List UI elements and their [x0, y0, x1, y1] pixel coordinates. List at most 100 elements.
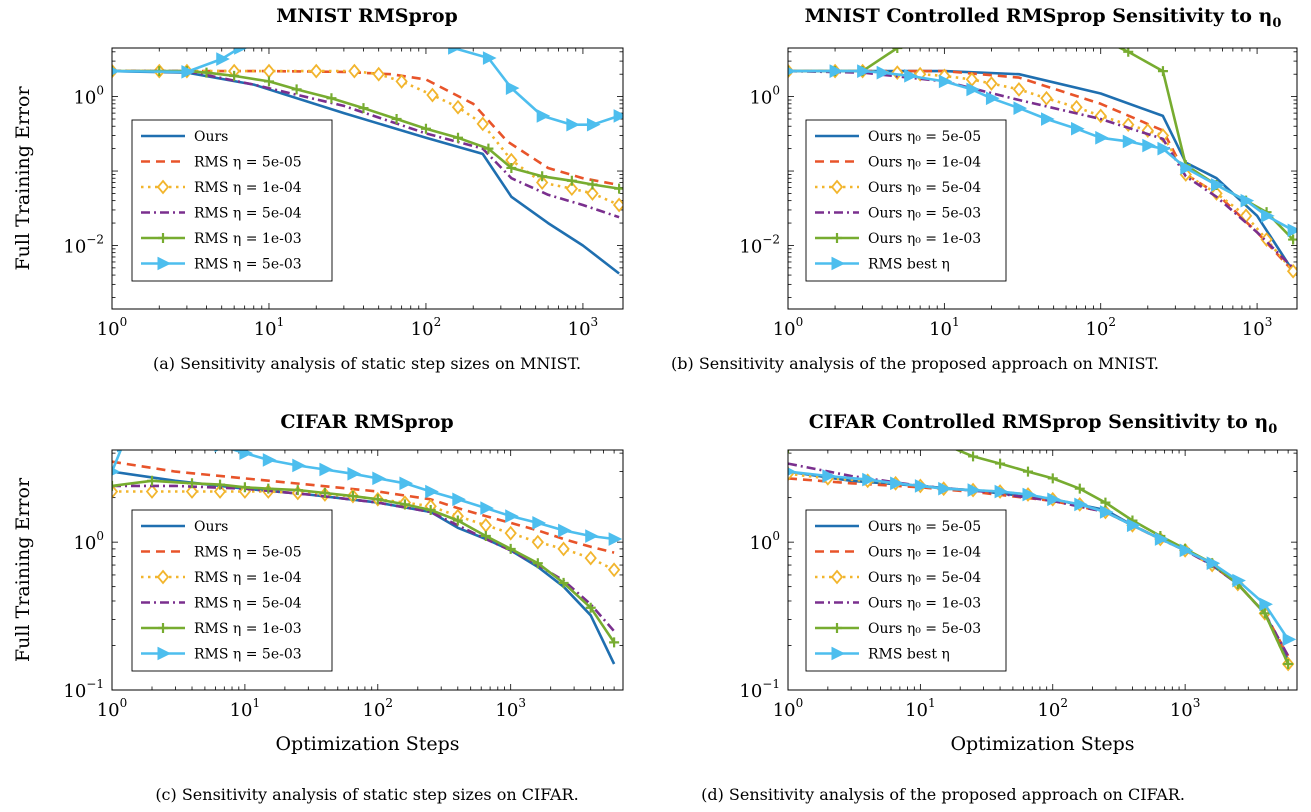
data-point [1157, 141, 1172, 156]
legend-label: RMS η = 1e-03 [194, 621, 302, 637]
data-point [1154, 532, 1169, 546]
y-tick-exponent: 0 [772, 529, 780, 543]
data-point [1095, 130, 1109, 145]
data-point [535, 175, 549, 190]
plot-frame [787, 47, 1298, 310]
legend-marker [157, 646, 172, 661]
y-tick-label: 10−1 [63, 677, 104, 702]
data-point [939, 439, 949, 449]
y-tick-label: 10−1 [739, 677, 780, 702]
data-point [1074, 497, 1088, 512]
data-point [1122, 134, 1137, 149]
data-point [938, 74, 953, 89]
data-point [938, 481, 952, 496]
series-line [112, 69, 620, 207]
data-point [1282, 632, 1297, 647]
legend-marker [832, 233, 842, 243]
x-tick-label: 103 [1242, 315, 1273, 340]
x-tick-exponent: 1 [928, 696, 936, 710]
series-line [788, 69, 1295, 273]
data-point [372, 471, 386, 486]
data-point [1040, 90, 1053, 106]
data-point [612, 197, 623, 213]
x-tick-exponent: 3 [1265, 315, 1273, 329]
data-point [1288, 234, 1297, 245]
series-1 [788, 69, 1295, 273]
data-point [480, 501, 494, 515]
legend-label: Ours η₀ = 5e-05 [868, 519, 981, 535]
x-tick-base: 10 [363, 700, 386, 721]
data-point [1287, 223, 1297, 238]
legend: Ours RMS η = 5e-05 RMS η = 1e-04 RMS η = 5e… [131, 509, 333, 672]
data-point [829, 64, 844, 78]
plot-frame [111, 47, 624, 310]
data-point [147, 475, 158, 486]
x-axis-label: Optimization Steps [950, 733, 1134, 755]
data-point [185, 484, 199, 499]
chart-title: MNIST RMSprop [276, 5, 458, 27]
data-point [607, 562, 621, 578]
data-point [609, 637, 620, 648]
chart-title-text: MNIST RMSprop [276, 5, 458, 27]
data-point [904, 69, 918, 83]
data-point [566, 117, 580, 132]
data-point [187, 433, 199, 445]
data-point [537, 171, 548, 182]
data-point [480, 531, 491, 542]
y-tick-base: 10 [749, 88, 772, 109]
y-axis-label: Full Training Error [12, 86, 34, 271]
series-3 [112, 69, 620, 219]
x-tick-base: 10 [97, 319, 120, 340]
data-point [234, 48, 248, 55]
data-point [262, 63, 276, 79]
data-point [557, 541, 570, 557]
x-tick-exponent: 3 [1193, 696, 1201, 710]
data-point [348, 63, 361, 79]
plot-area [112, 48, 623, 275]
data-point [614, 183, 623, 194]
data-point [1074, 483, 1085, 494]
data-point [347, 491, 358, 502]
figure-caption: (b) Sensitivity analysis of the proposed… [671, 354, 1159, 373]
data-point [505, 81, 520, 95]
legend-marker [157, 256, 172, 271]
x-tick-base: 10 [773, 319, 796, 340]
y-tick-base: 10 [73, 88, 96, 109]
data-point [504, 525, 517, 541]
x-tick-label: 100 [773, 315, 804, 340]
data-point [505, 543, 516, 554]
data-point [876, 65, 891, 80]
data-point [262, 453, 277, 467]
panel-b: MNIST Controlled RMSprop Sensitivity to … [671, 5, 1298, 373]
data-point [1157, 66, 1168, 77]
x-tick-base: 10 [411, 319, 434, 340]
data-point [788, 67, 797, 76]
legend-marker [832, 623, 842, 633]
x-tick-exponent: 1 [277, 315, 285, 329]
data-point [372, 66, 385, 82]
series-line [112, 48, 620, 126]
legend-label: RMS best η [868, 257, 950, 273]
data-point [1126, 518, 1141, 533]
data-point [565, 181, 579, 197]
x-tick-label: 101 [230, 696, 261, 721]
data-point [310, 63, 323, 79]
legend-marker [831, 256, 846, 271]
series-5 [112, 48, 623, 132]
data-point [391, 114, 402, 125]
data-point [420, 123, 431, 134]
data-point [291, 84, 302, 95]
legend-label: Ours η₀ = 5e-04 [868, 570, 981, 586]
data-point [967, 483, 982, 497]
legend-label: RMS η = 5e-04 [194, 596, 302, 612]
data-point [452, 515, 463, 526]
data-point [586, 117, 601, 132]
data-point [319, 462, 334, 477]
data-point [239, 450, 254, 460]
x-tick-base: 10 [1037, 700, 1060, 721]
series-3 [788, 69, 1295, 269]
y-tick-exponent: −2 [762, 232, 780, 246]
y-tick-label: 100 [749, 529, 780, 554]
data-point [145, 484, 159, 499]
data-point [1047, 492, 1061, 507]
